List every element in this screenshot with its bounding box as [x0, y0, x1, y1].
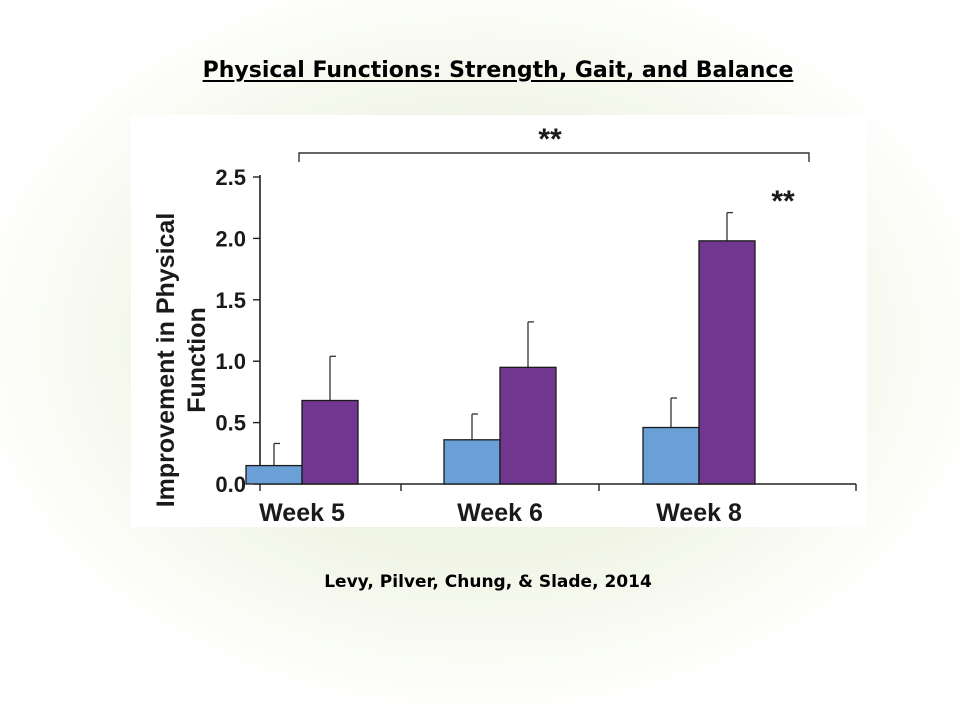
bars: [245, 211, 756, 485]
week8-significance-label: **: [771, 185, 795, 218]
y-tick-label: 0.5: [215, 411, 246, 436]
x-tick-label: Week 5: [259, 499, 345, 527]
bar: [499, 366, 557, 485]
significance-annotations: ** **: [298, 123, 810, 218]
y-axis-label-line-2: Function: [183, 307, 211, 413]
bar-chart: Improvement in Physical Function 0.0 0.5 1…: [152, 123, 857, 527]
bar: [443, 439, 501, 485]
bar: [642, 426, 700, 485]
significance-bracket: [298, 152, 810, 162]
bar: [245, 464, 303, 485]
y-axis-label-line-1: Improvement in Physical: [152, 213, 180, 508]
axes: 0.0 0.5 1.0 1.5 2.0 2.5 Week 5 Week 6 Week 8: [215, 165, 857, 527]
x-tick-label: Week 6: [457, 499, 543, 527]
citation: Levy, Pilver, Chung, & Slade, 2014: [324, 572, 652, 592]
slide-title: Physical Functions: Strength, Gait, and …: [202, 58, 794, 83]
y-tick-label: 1.0: [215, 349, 246, 374]
bar: [698, 240, 756, 485]
y-tick-label: 2.0: [215, 226, 246, 251]
y-tick-label: 2.5: [215, 165, 246, 190]
x-tick-label: Week 8: [656, 499, 742, 527]
y-tick-label: 1.5: [215, 288, 246, 313]
bracket-significance-label: **: [538, 123, 562, 156]
y-axis-label: Improvement in Physical Function: [152, 213, 211, 508]
bar: [301, 399, 359, 485]
chart-panel: Improvement in Physical Function 0.0 0.5 1…: [131, 115, 867, 527]
y-tick-label: 0.0: [215, 472, 246, 497]
